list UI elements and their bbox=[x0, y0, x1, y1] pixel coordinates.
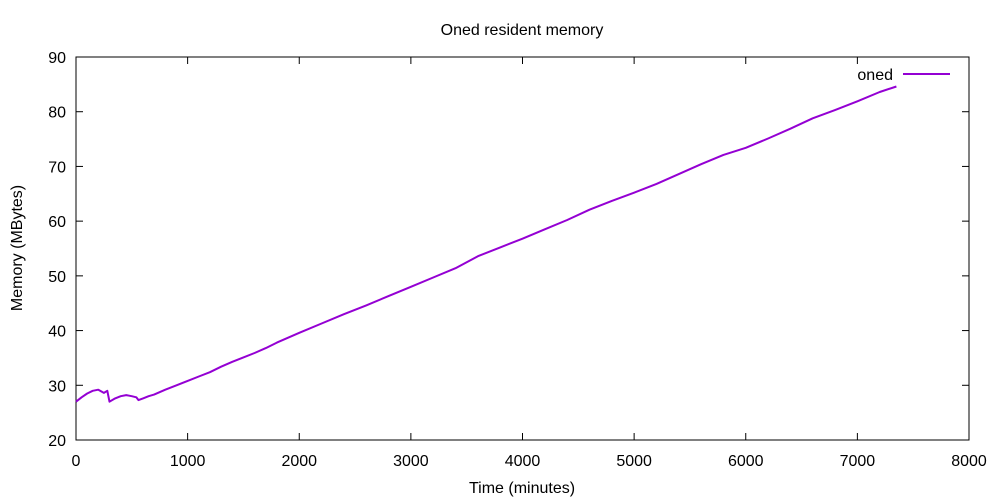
x-tick-label: 4000 bbox=[505, 453, 541, 470]
series-line-oned bbox=[75, 85, 897, 403]
x-tick-label: 6000 bbox=[728, 453, 764, 470]
y-tick-label: 60 bbox=[48, 214, 66, 231]
x-tick-label: 1000 bbox=[170, 453, 206, 470]
x-tick-label: 8000 bbox=[951, 453, 987, 470]
x-tick-label: 3000 bbox=[393, 453, 429, 470]
x-tick-label: 7000 bbox=[840, 453, 876, 470]
x-tick-label: 2000 bbox=[281, 453, 317, 470]
chart-title: Oned resident memory bbox=[441, 22, 604, 39]
y-tick-label: 20 bbox=[48, 433, 66, 450]
y-tick-label: 40 bbox=[48, 324, 66, 341]
y-tick-label: 90 bbox=[48, 50, 66, 67]
y-tick-label: 30 bbox=[48, 378, 66, 395]
y-tick-label: 50 bbox=[48, 269, 66, 286]
y-axis-ticks: 20 30 40 50 60 70 80 90 bbox=[48, 50, 969, 450]
x-tick-label: 5000 bbox=[616, 453, 652, 470]
x-axis-title: Time (minutes) bbox=[469, 480, 575, 497]
y-tick-label: 80 bbox=[48, 105, 66, 122]
legend: oned bbox=[857, 67, 950, 84]
x-axis-ticks: 0 1000 2000 3000 4000 5000 6000 7000 8000 bbox=[72, 57, 987, 470]
legend-label-oned: oned bbox=[857, 67, 893, 84]
y-axis-title: Memory (MBytes) bbox=[9, 185, 26, 311]
plot-area-frame bbox=[75, 56, 970, 441]
y-tick-label: 70 bbox=[48, 159, 66, 176]
x-tick-label: 0 bbox=[72, 453, 81, 470]
